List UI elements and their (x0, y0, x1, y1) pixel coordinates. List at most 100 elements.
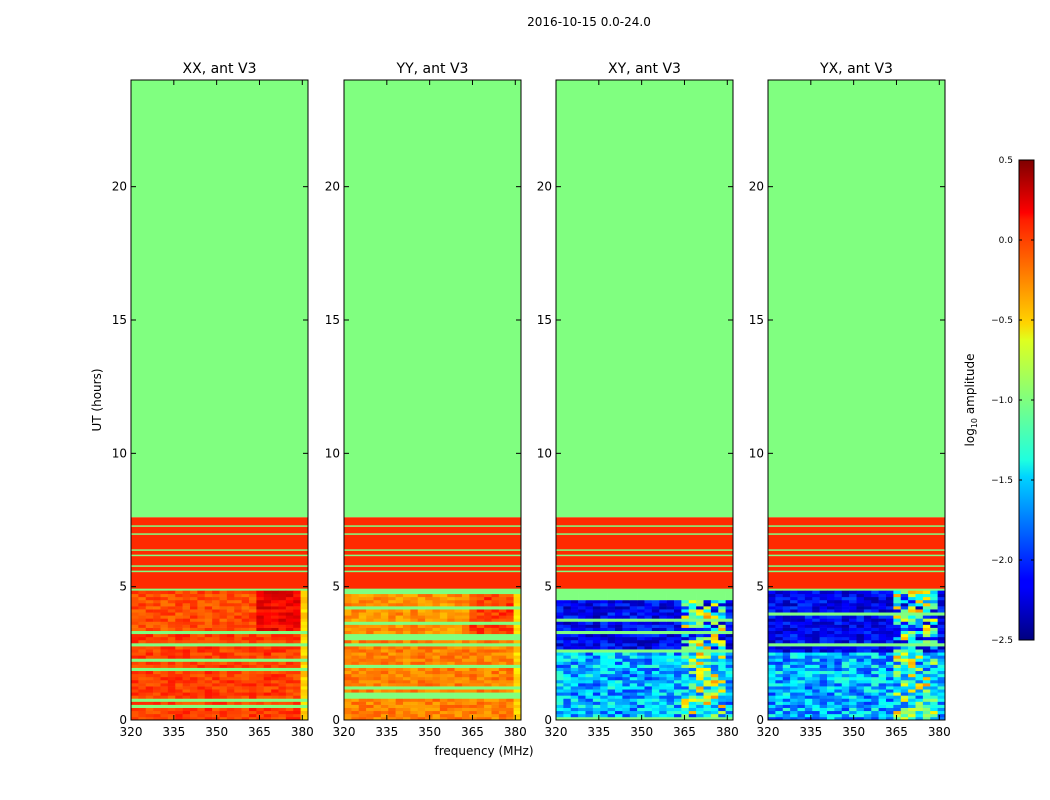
heat-cell (410, 673, 419, 678)
heat-cell (425, 695, 433, 699)
heat-cell (344, 679, 352, 684)
heat-cell (812, 612, 820, 616)
heat-cell (915, 692, 924, 696)
fill-region (768, 80, 945, 518)
heat-cell (498, 590, 507, 595)
heat-cell (915, 649, 924, 653)
heat-cell (167, 689, 176, 693)
heat-cell (696, 633, 704, 638)
heat-cell (710, 612, 719, 616)
heat-cell (600, 679, 608, 684)
heat-cell (138, 596, 147, 601)
heat-cell (167, 686, 176, 690)
heat-cell (145, 606, 154, 610)
heat-cell (439, 636, 448, 641)
heat-cell (212, 658, 220, 662)
heat-cell (703, 664, 712, 668)
heat-cell (131, 593, 139, 598)
heat-cell (145, 639, 154, 644)
heat-cell (219, 661, 228, 665)
heat-cell (863, 636, 872, 641)
heat-cell (175, 670, 183, 675)
heat-cell (469, 639, 478, 644)
heat-cell (506, 630, 514, 635)
heat-cell (804, 649, 813, 653)
heat-cell (775, 615, 784, 619)
heat-cell (600, 655, 608, 659)
heat-cell (491, 686, 500, 690)
heat-cell (249, 615, 257, 619)
heat-cell (856, 636, 865, 641)
heat-cell (358, 670, 367, 675)
heat-cell (856, 716, 865, 721)
heat-cell (439, 667, 448, 672)
heat-cell (570, 683, 579, 687)
heat-cell (863, 710, 872, 715)
heat-cell (380, 621, 389, 625)
heat-cell (725, 670, 734, 675)
heat-cell (403, 630, 411, 635)
heat-cell (476, 596, 485, 601)
heat-cell (841, 596, 850, 601)
heat-cell (344, 701, 352, 705)
heat-cell (775, 596, 784, 601)
heat-cell (160, 683, 169, 687)
heat-cell (797, 664, 806, 668)
heat-cell (226, 639, 235, 644)
heat-cell (395, 599, 404, 604)
heat-cell (138, 701, 147, 705)
heat-cell (432, 596, 441, 601)
heat-cell (469, 615, 478, 619)
heatmap-xy (556, 80, 734, 721)
heat-cell (491, 670, 500, 675)
heat-cell (812, 646, 820, 650)
heat-cell (484, 639, 492, 644)
heat-cell (271, 612, 279, 616)
heat-cell (622, 643, 631, 647)
heat-cell (293, 683, 301, 687)
heat-cell (782, 710, 791, 715)
heat-cell (871, 667, 879, 672)
heat-cell (241, 704, 250, 708)
heat-cell (878, 652, 887, 656)
heat-cell (278, 590, 287, 595)
heat-cell (703, 602, 712, 607)
heat-cell (915, 609, 924, 613)
heat-cell (681, 655, 690, 659)
heat-cell (138, 606, 147, 610)
heat-cell (782, 704, 791, 708)
heat-cell (710, 661, 719, 665)
heat-cell (615, 639, 623, 644)
heat-cell (629, 679, 638, 684)
heat-cell (145, 692, 154, 696)
heat-cell (718, 664, 726, 668)
heat-cell (782, 636, 791, 641)
heat-cell (556, 652, 564, 656)
heat-cell (145, 686, 154, 690)
heat-cell (790, 621, 798, 625)
heat-cell (666, 652, 675, 656)
heat-cell (629, 692, 638, 696)
heat-cell (592, 664, 601, 668)
heat-cell (439, 615, 448, 619)
heat-cell (256, 646, 265, 650)
heat-cell (219, 609, 228, 613)
heat-cell (585, 689, 594, 693)
heat-cell (688, 664, 697, 668)
heat-cell (300, 606, 309, 610)
heat-cell (138, 630, 147, 635)
heat-cell (915, 664, 924, 668)
heat-cell (138, 689, 147, 693)
heat-cell (182, 686, 191, 690)
heat-cell (688, 698, 697, 702)
heat-cell (878, 596, 887, 601)
heat-cell (937, 639, 946, 644)
heat-cell (388, 661, 396, 665)
heat-cell (506, 689, 514, 693)
heat-cell (439, 618, 448, 622)
heat-cell (827, 612, 835, 616)
heat-cell (804, 596, 813, 601)
heat-cell (366, 716, 374, 721)
heat-cell (153, 590, 161, 595)
heat-cell (241, 606, 250, 610)
